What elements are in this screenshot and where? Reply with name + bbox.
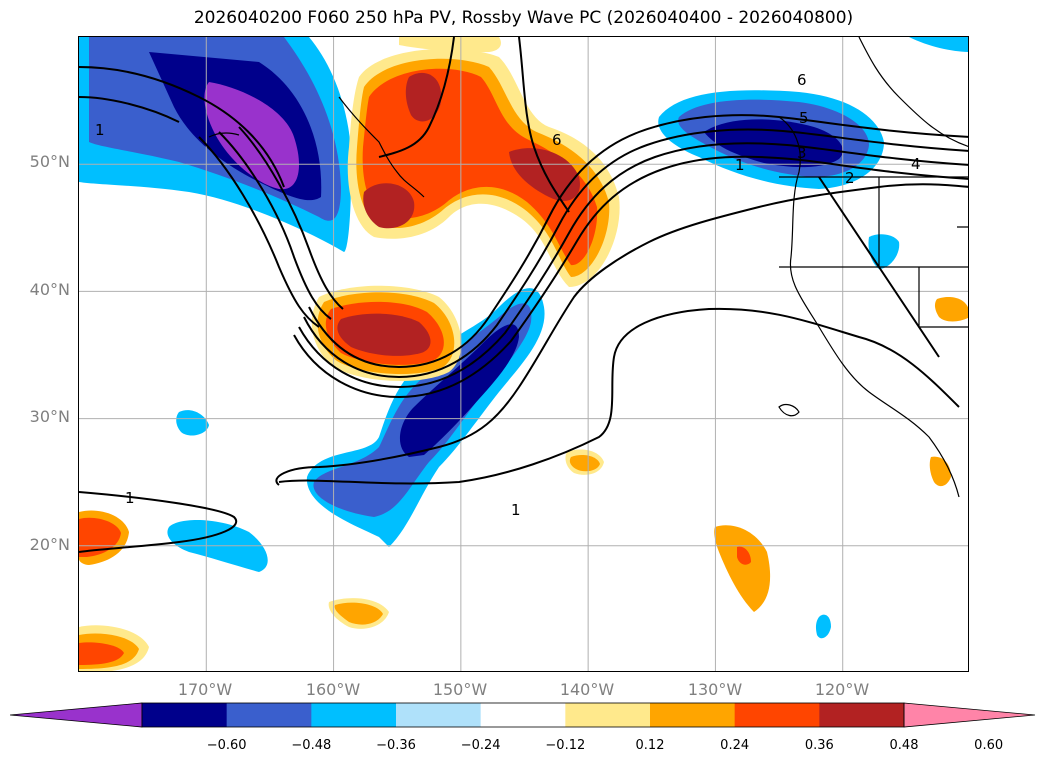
- colorbar-segment: [650, 703, 736, 727]
- colorbar-tick-label: −0.12: [545, 738, 586, 753]
- colorbar-segment: [142, 703, 228, 727]
- colorbar-tick-label: 0.24: [720, 738, 750, 753]
- colorbar-tick-label: −0.24: [460, 738, 501, 753]
- graticule: [79, 37, 968, 671]
- colorbar-tick-label: 0.60: [974, 738, 1004, 753]
- map-panel: 1 1 1 2 3 4 5 6 6 1: [78, 36, 969, 672]
- pv-map: 1 1 1 2 3 4 5 6 6 1: [79, 37, 968, 671]
- colorbar: [10, 702, 1036, 728]
- contour-label: 1: [125, 489, 135, 507]
- colorbar-extend-high: [903, 702, 1036, 728]
- contour-label: 4: [911, 155, 921, 173]
- lon-label-130w: 130°W: [687, 680, 743, 699]
- colorbar-segment: [565, 703, 651, 727]
- lat-label-40n: 40°N: [29, 280, 70, 299]
- colorbar-segment: [480, 703, 566, 727]
- lon-label-170w: 170°W: [177, 680, 233, 699]
- lon-label-140w: 140°W: [559, 680, 615, 699]
- lon-label-150w: 150°W: [432, 680, 488, 699]
- lat-label-30n: 30°N: [29, 407, 70, 426]
- colorbar-tick-label: −0.60: [206, 738, 247, 753]
- lon-label-160w: 160°W: [305, 680, 361, 699]
- colorbar-segment: [734, 703, 820, 727]
- colorbar-segment: [819, 703, 905, 727]
- positive-anomaly-fill: [79, 37, 968, 671]
- lon-label-120w: 120°W: [814, 680, 870, 699]
- lat-label-20n: 20°N: [29, 535, 70, 554]
- colorbar-tick-label: 0.48: [889, 738, 919, 753]
- contour-label: 3: [797, 144, 807, 162]
- colorbar-segment: [311, 703, 397, 727]
- colorbar-tick-label: −0.36: [376, 738, 416, 753]
- contour-label: 1: [95, 121, 105, 139]
- colorbar-tick-label: 0.12: [635, 738, 665, 753]
- contour-label: 1: [735, 156, 745, 174]
- contour-label: 5: [799, 109, 809, 127]
- colorbar-tick-label: −0.48: [291, 738, 332, 753]
- lat-label-50n: 50°N: [29, 152, 70, 171]
- contour-label: 6: [797, 71, 807, 89]
- colorbar-tick-label: 0.36: [804, 738, 834, 753]
- contour-label: 6: [552, 131, 562, 149]
- colorbar-segment: [396, 703, 482, 727]
- colorbar-segment: [226, 703, 312, 727]
- colorbar-extend-low: [10, 702, 143, 728]
- colorbar-outline: [141, 702, 905, 728]
- chart-title: 2026040200 F060 250 hPa PV, Rossby Wave …: [193, 8, 854, 28]
- rossby-wave-contours: [79, 37, 968, 553]
- contour-label: 1: [511, 501, 521, 519]
- contour-label: 2: [845, 169, 855, 187]
- contour-label-group: 1 1 1 2 3 4 5 6 6 1: [95, 71, 921, 519]
- coastline: [208, 37, 968, 498]
